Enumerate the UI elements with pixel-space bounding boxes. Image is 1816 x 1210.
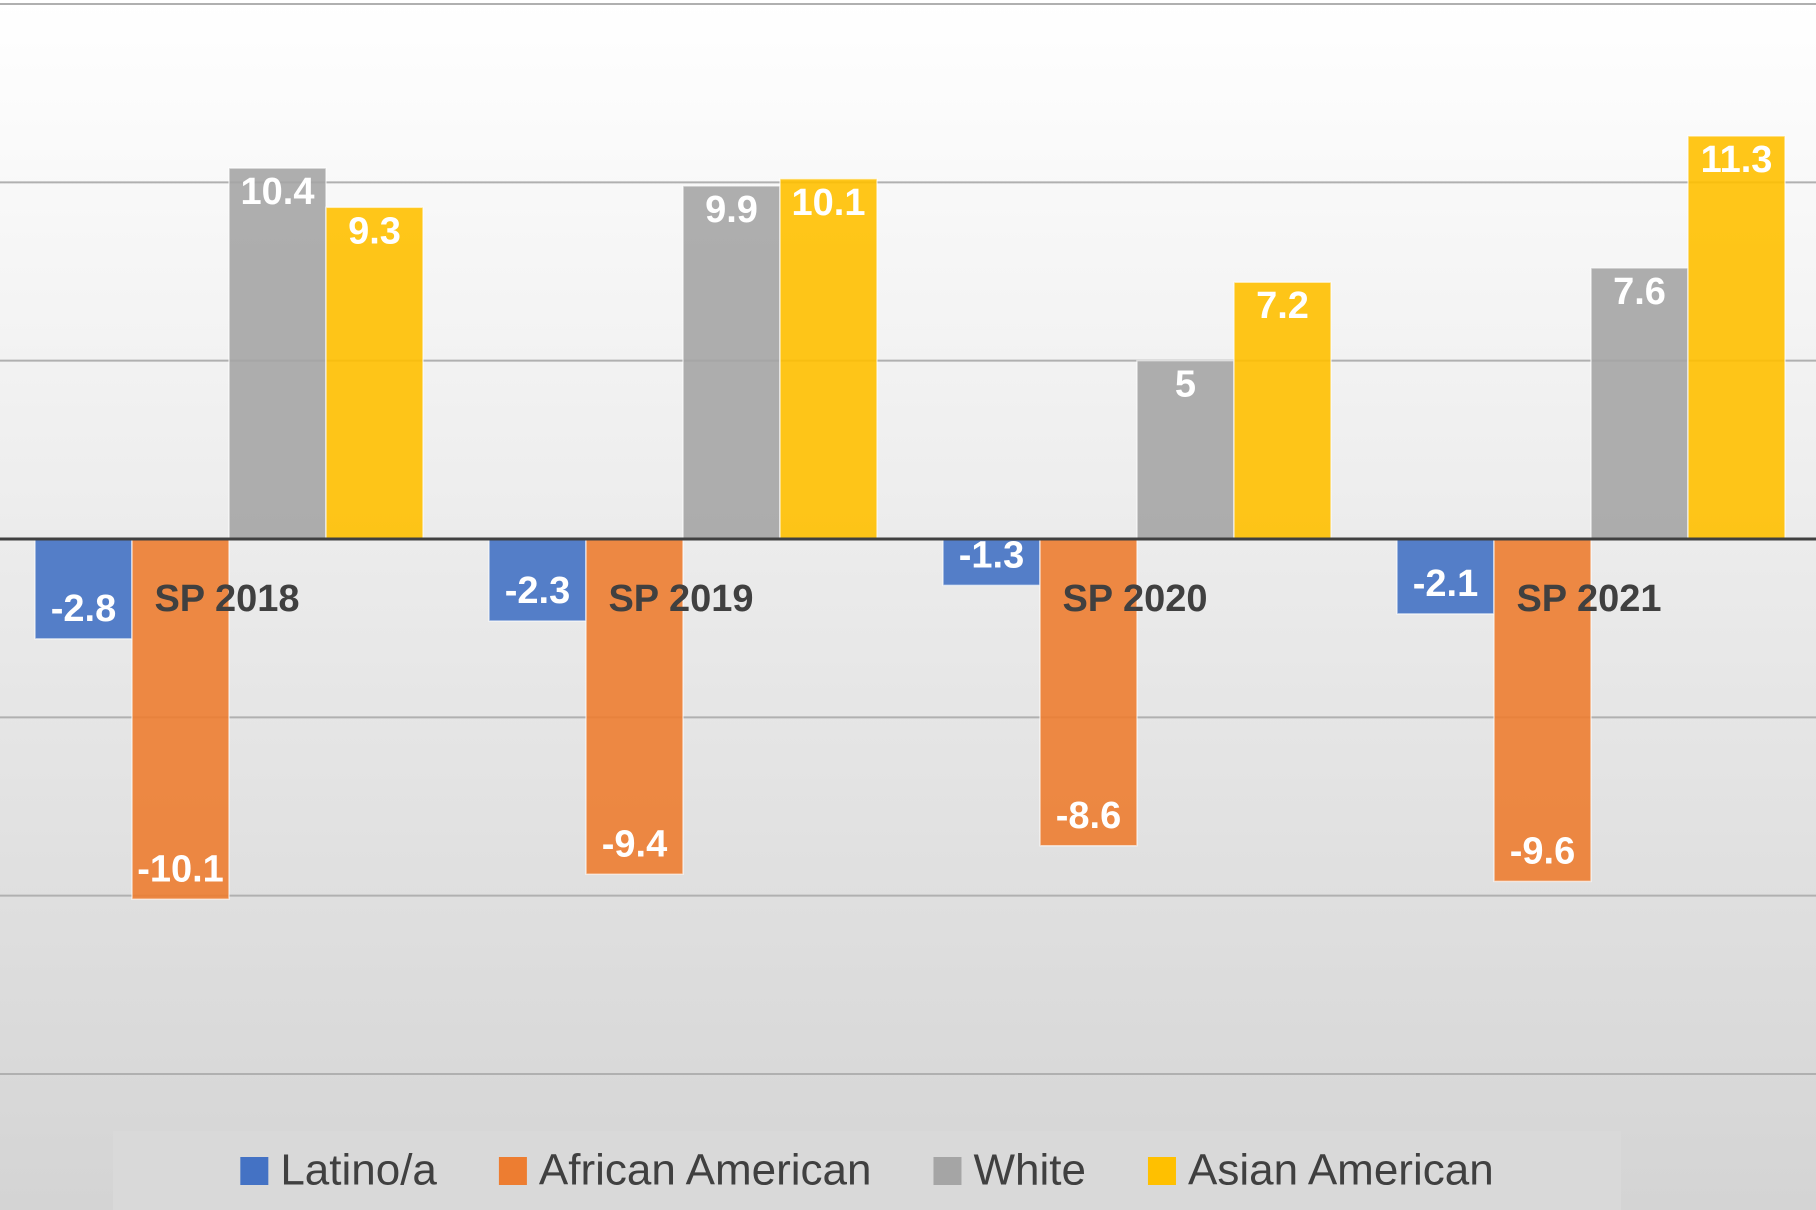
data-label: 11.3 <box>1701 139 1773 181</box>
data-label: 10.4 <box>241 171 315 213</box>
bar <box>779 178 878 540</box>
data-label: 7.2 <box>1256 285 1309 327</box>
bar <box>34 538 133 640</box>
data-label: 9.3 <box>348 210 401 252</box>
data-label: 9.9 <box>705 189 758 231</box>
bar <box>131 538 230 900</box>
legend-label: Asian American <box>1188 1146 1494 1195</box>
bar <box>585 538 684 876</box>
data-label: -8.6 <box>1056 795 1121 837</box>
legend-swatch <box>240 1157 269 1185</box>
data-label: -2.1 <box>1413 563 1478 605</box>
legend-swatch <box>498 1157 527 1185</box>
data-label: -1.3 <box>959 534 1024 576</box>
bar <box>1396 538 1495 615</box>
legend-label: Latino/a <box>280 1146 437 1195</box>
bar <box>1590 267 1689 540</box>
data-label: -2.3 <box>505 570 570 612</box>
data-label: 5 <box>1175 364 1196 406</box>
data-label: -9.4 <box>602 823 667 865</box>
x-tick-label: SP 2020 <box>1062 578 1207 620</box>
data-label: -9.6 <box>1510 830 1575 872</box>
x-tick-label: SP 2018 <box>154 578 299 620</box>
data-label: -10.1 <box>137 848 224 890</box>
bar <box>228 167 327 540</box>
bar <box>1687 135 1786 540</box>
bar <box>488 538 587 622</box>
x-tick-label: SP 2019 <box>608 578 753 620</box>
bar <box>1039 538 1138 847</box>
legend-label: African American <box>539 1146 872 1195</box>
legend-swatch <box>1147 1157 1176 1185</box>
x-tick-label: SP 2021 <box>1516 578 1661 620</box>
bar <box>942 538 1041 587</box>
legend-box <box>113 1131 1621 1210</box>
data-label: -2.8 <box>51 588 116 630</box>
data-label: 7.6 <box>1613 271 1666 313</box>
bar <box>1233 281 1332 540</box>
bar <box>1493 538 1592 883</box>
bar <box>682 185 781 540</box>
data-label: 10.1 <box>792 182 866 224</box>
legend-swatch <box>933 1157 962 1185</box>
bar <box>325 206 424 540</box>
bar <box>1136 359 1235 540</box>
legend-label: White <box>973 1146 1085 1195</box>
